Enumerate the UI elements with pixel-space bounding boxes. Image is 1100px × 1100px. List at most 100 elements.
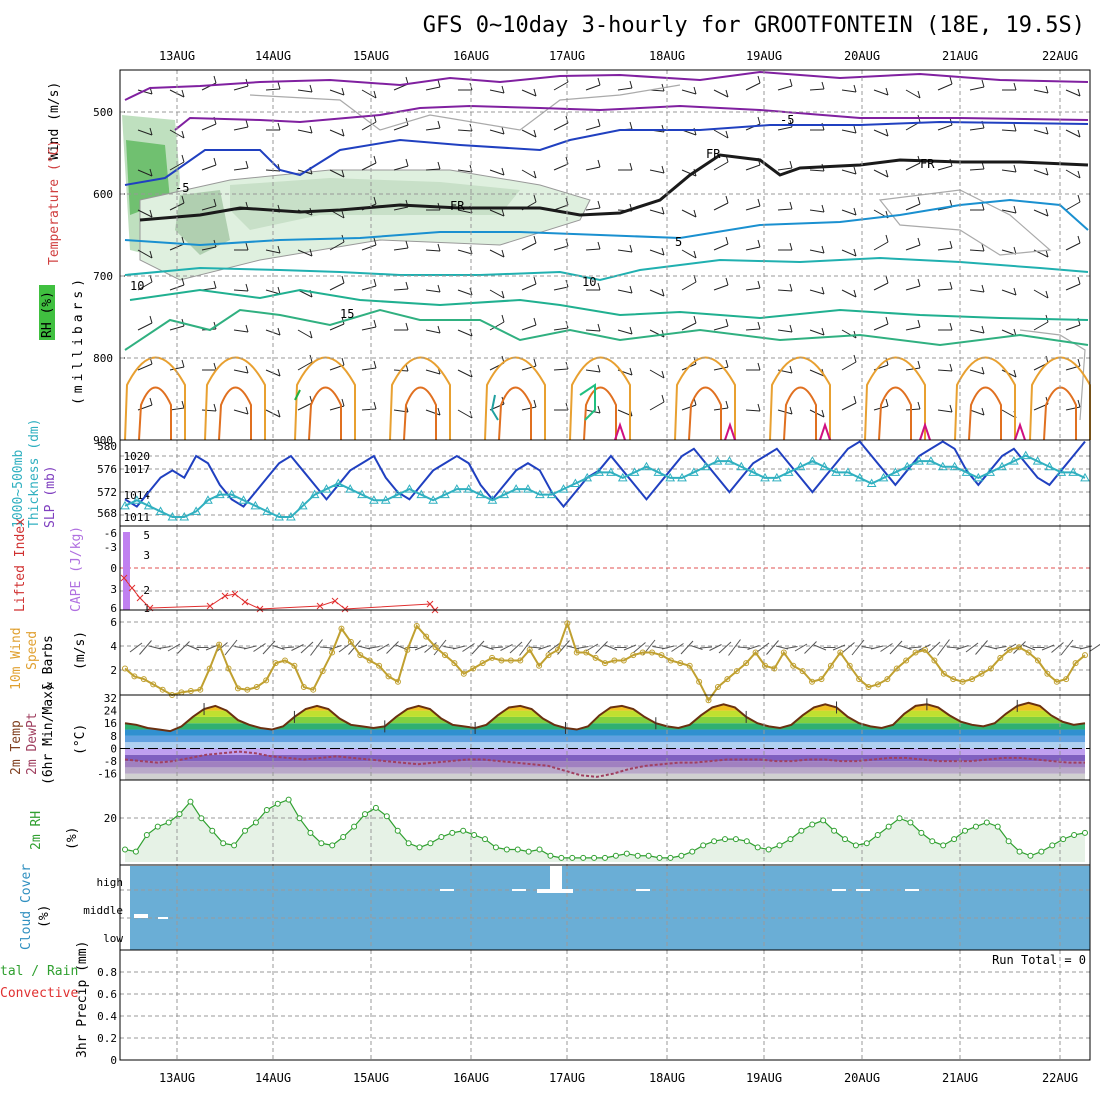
rh2m-marker-84: [1038, 848, 1045, 855]
precip-tick-2: 0.4: [97, 1010, 117, 1023]
upper-wind-barb-flag: [341, 357, 345, 366]
upper-wind-barb: [457, 289, 473, 296]
thickness-series-marker-7: [203, 495, 213, 504]
warm-lobe-inner-5: [583, 386, 617, 441]
upper-wind-barb-flag: [181, 359, 185, 368]
upper-wind-barb-flag: [501, 126, 505, 135]
li-marker-6: [231, 590, 239, 598]
upper-wind-barb: [169, 366, 185, 371]
rh2m-marker-55: [722, 836, 728, 843]
wind10-barb: [386, 641, 399, 654]
upper-wind-barb-flag: [789, 160, 793, 169]
upper-wind-barb-flag: [629, 285, 633, 294]
upper-wind-barb-flag: [533, 317, 537, 326]
cloud-gap-9: [905, 889, 919, 891]
upper-wind-barb-flag: [789, 365, 793, 374]
upper-wind-barb-flag: [501, 290, 505, 299]
wind10-tick-0: 6: [110, 616, 117, 629]
cloud-gap-3: [512, 889, 526, 891]
upper-wind-barb-flag: [757, 75, 761, 84]
rh2m-marker-86: [1060, 836, 1067, 843]
upper-wind-barb-flag: [245, 119, 249, 128]
upper-wind-barb: [905, 326, 921, 331]
li-marker-12: [426, 600, 434, 608]
rh2m-marker-35: [503, 846, 510, 853]
wind10-barb: [880, 643, 893, 652]
slp-ylabel-group: 1000~500mb Thickness (dm) SLP (mb): [11, 418, 58, 528]
upper-wind-barb-flag: [885, 128, 889, 137]
li-tick-2: 0: [110, 562, 117, 575]
wind10-series-marker-35: [451, 660, 458, 667]
cloud-gap-5: [550, 866, 562, 890]
warm-lobe-inner-8: [878, 386, 912, 441]
wind10-series-marker-48: [573, 649, 580, 656]
wind10-series-marker-61: [696, 678, 703, 685]
date-label-top-2: 15AUG: [353, 49, 389, 63]
upper-wind-barb: [1065, 242, 1081, 251]
upper-wind-barb: [457, 209, 473, 214]
thickness-series-marker-20: [357, 489, 367, 499]
upper-wind-barb-flag: [917, 401, 921, 410]
thickness-series-marker-74: [997, 461, 1007, 471]
rh2m-marker-67: [852, 842, 859, 849]
upper-wind-barb: [617, 329, 633, 335]
cloud-gap-7: [832, 889, 846, 891]
upper-wind-barb-flag: [277, 368, 281, 377]
thickness-series-marker-8: [214, 489, 225, 499]
rh2m-marker-49: [656, 854, 663, 861]
upper-wind-barb-flag: [405, 281, 409, 290]
upper-wind-barb: [137, 209, 153, 218]
wind10-series-marker-31: [413, 622, 420, 629]
upper-wind-barb: [361, 89, 377, 99]
wind10-series-marker-30: [404, 646, 411, 653]
upper-wind-barb-flag: [629, 80, 633, 89]
upper-wind-barb: [841, 209, 857, 216]
thickness-series-marker-28: [451, 484, 462, 493]
thickness-series-marker-14: [286, 511, 296, 521]
thick-label-2: Thickness (dm): [27, 418, 42, 528]
upper-wind-barb: [297, 329, 313, 339]
iso-small-green-2: [579, 383, 596, 421]
wind10-label-a: 10m Wind: [9, 627, 24, 690]
wind10-series-marker-21: [319, 668, 326, 675]
wind10-barb: [661, 645, 675, 650]
wind10-barb: [452, 645, 466, 650]
rh2m-marker-30: [449, 829, 456, 836]
rh2m-marker-78: [972, 823, 979, 830]
upper-wind-barb-flag: [597, 282, 601, 291]
warm-lobe-inner-7: [783, 386, 817, 441]
thickness-series-marker-15: [297, 500, 308, 510]
upper-wind-barb-flag: [181, 154, 185, 163]
upper-wind-barb: [1065, 283, 1081, 291]
rh2m-tick-0: 20: [104, 812, 117, 825]
dewpt-series-line: [124, 750, 1085, 778]
upper-wind-barb: [233, 369, 249, 374]
wind10-series-marker-98: [1044, 670, 1051, 677]
upper-wind-barb-flag: [149, 209, 153, 218]
thickness-series-marker-24: [404, 484, 415, 493]
upper-wind-barb: [457, 169, 473, 173]
upper-wind-barb-flag: [565, 156, 569, 165]
upper-wind-barb-flag: [533, 399, 537, 408]
upper-wind-barb: [393, 206, 409, 211]
upper-wind-barb: [1033, 129, 1049, 135]
upper-wind-barb-flag: [597, 405, 601, 414]
wind10-series-marker-60: [686, 662, 693, 669]
upper-wind-barb: [905, 244, 921, 251]
wind10-barb: [367, 646, 380, 649]
rh2m-marker-45: [612, 852, 619, 859]
thickness-series-marker-35: [534, 489, 545, 499]
upper-wind-barb-flag: [245, 283, 249, 292]
wind10-barb: [338, 642, 352, 653]
upper-wind-barb: [329, 282, 345, 291]
wind10-barb: [310, 639, 323, 656]
thickness-series-marker-3: [155, 506, 166, 515]
upper-wind-barb: [809, 369, 825, 377]
wind10-series-marker-66: [743, 660, 750, 667]
wind10-series-marker-59: [677, 660, 684, 667]
wind10-series-marker-73: [809, 678, 816, 685]
temp-tick-4: 0: [110, 742, 117, 755]
upper-wind-barb: [969, 409, 985, 416]
slp-tick-1: 1017: [124, 463, 151, 476]
pressure-tick-2: 700: [93, 270, 113, 283]
